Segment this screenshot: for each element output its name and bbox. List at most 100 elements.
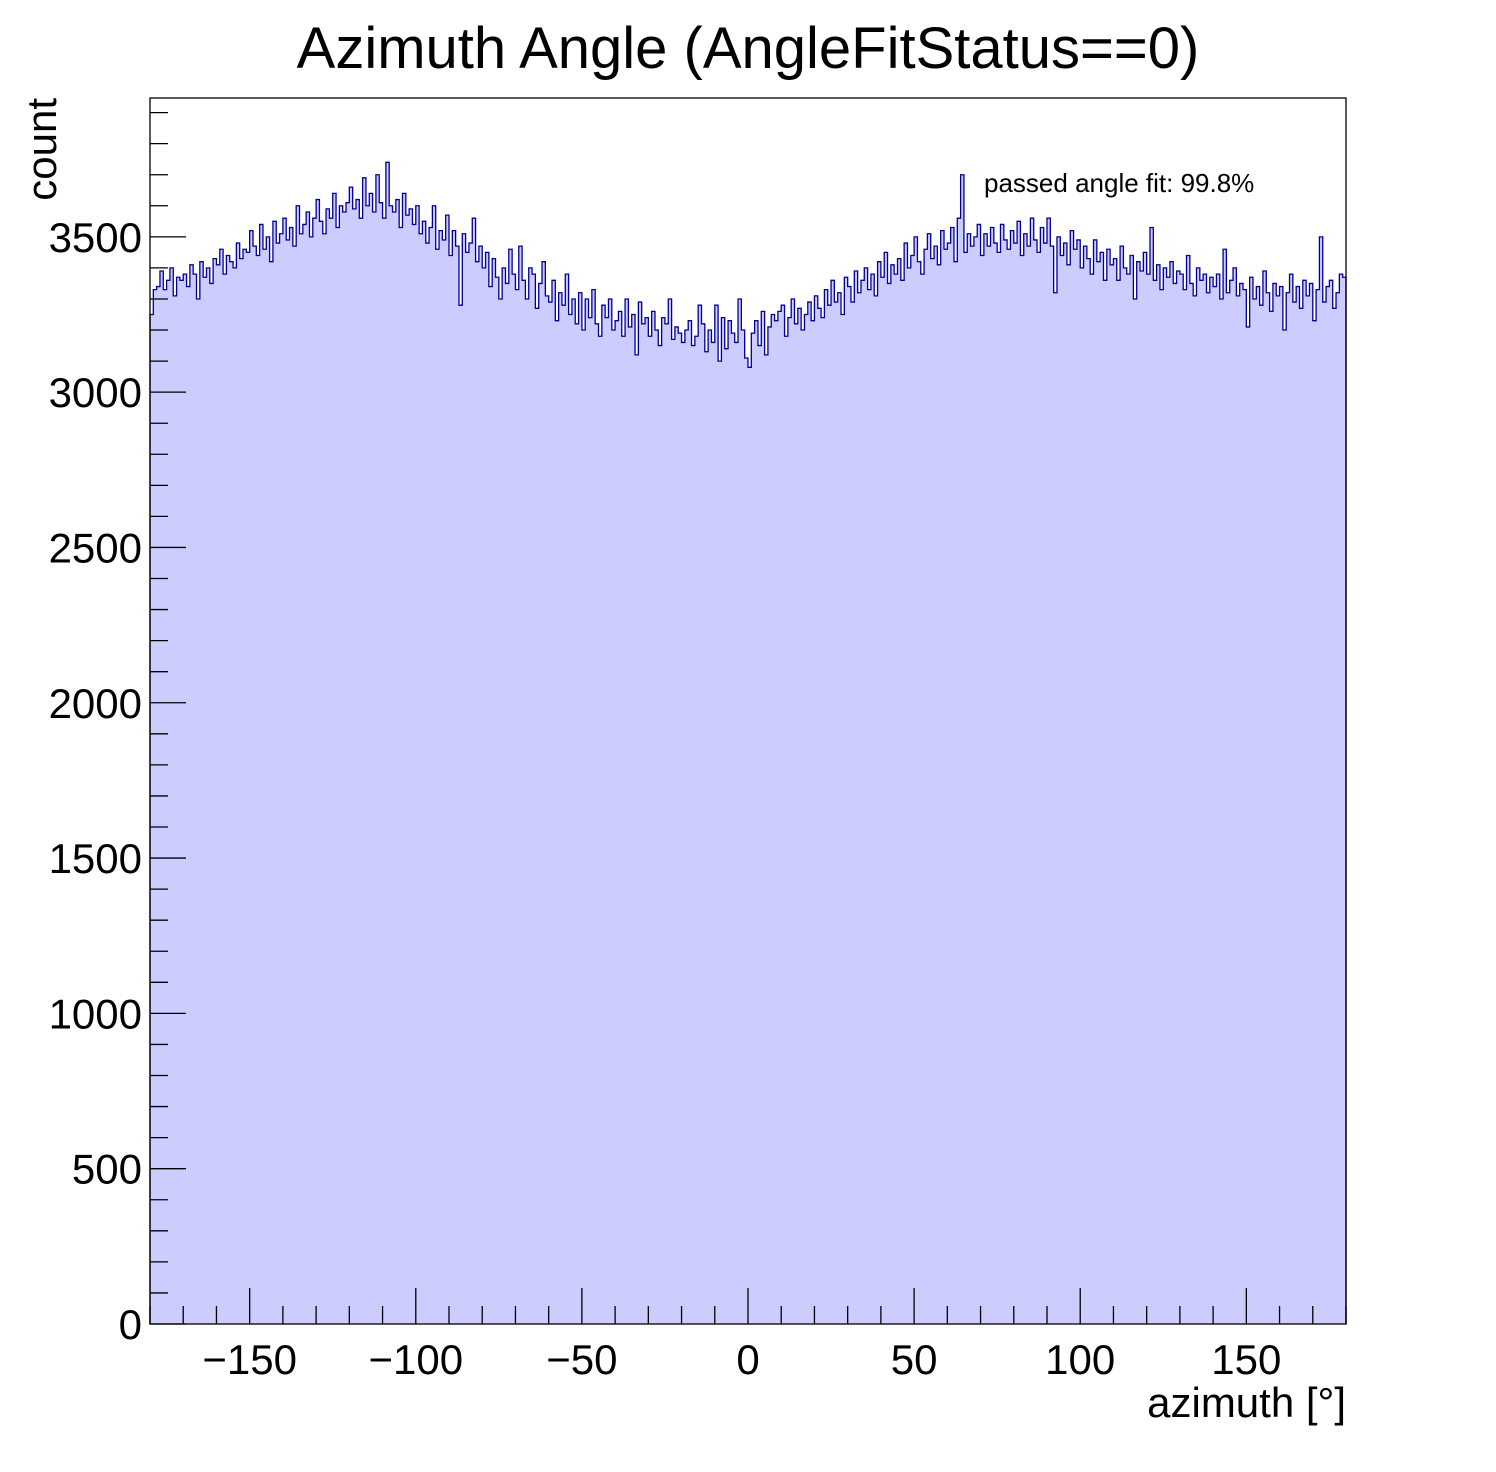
x-tick-label: 0 [736, 1336, 759, 1383]
histogram-bin [372, 211, 376, 1324]
histogram-bin [983, 233, 988, 1325]
histogram-bin [1033, 239, 1038, 1324]
histogram-bin [897, 258, 901, 1325]
histogram-bin [1203, 274, 1207, 1324]
histogram-bin [412, 224, 416, 1325]
histogram-bin [272, 221, 277, 1324]
histogram-bin [1153, 280, 1157, 1324]
histogram-bin [645, 317, 649, 1325]
histogram-bin [615, 320, 619, 1324]
histogram-bin [395, 199, 400, 1325]
histogram-bin [787, 317, 792, 1325]
histogram-bin [864, 267, 868, 1325]
histogram-bin [920, 274, 925, 1324]
histogram-bin [568, 314, 572, 1324]
histogram-bin [1163, 267, 1167, 1325]
histogram-bin [1286, 292, 1290, 1325]
histogram-bin [1269, 311, 1273, 1324]
histogram-bin [957, 218, 961, 1324]
histogram-bin [1326, 286, 1330, 1324]
histogram-bin [947, 243, 951, 1325]
histogram-bin [811, 320, 815, 1324]
histogram-bin [482, 267, 486, 1325]
histogram-bin [299, 233, 303, 1325]
histogram-bin [1199, 280, 1204, 1324]
histogram-bin [850, 302, 855, 1325]
histogram-bin [199, 261, 204, 1324]
histogram-bin [425, 243, 430, 1325]
histogram-bin [701, 323, 705, 1324]
histogram-bin [880, 277, 885, 1324]
histogram-bin [1056, 236, 1061, 1324]
histogram-bin [492, 258, 496, 1325]
histogram-bin [1143, 252, 1147, 1324]
histogram-bin [1186, 255, 1190, 1324]
histogram-bin [1017, 221, 1021, 1324]
histogram-bin [1276, 295, 1280, 1324]
histogram-bin [907, 267, 911, 1325]
histogram-bin [1183, 289, 1187, 1324]
histogram-bin [1106, 249, 1111, 1325]
histogram-bin [236, 243, 240, 1325]
histogram-bin [887, 283, 891, 1325]
histogram-bin [226, 255, 230, 1324]
histogram-bin [289, 227, 293, 1324]
histogram-bin [588, 317, 592, 1325]
histogram-bin [173, 295, 177, 1324]
histogram-bin [681, 342, 685, 1324]
histogram-bin [332, 193, 337, 1324]
histogram-bin [611, 330, 616, 1324]
histogram-bin [731, 333, 735, 1324]
histogram-bin [449, 255, 453, 1324]
histogram-bin [525, 298, 529, 1325]
histogram-bin [1126, 274, 1131, 1324]
histogram-bin [1140, 271, 1144, 1324]
histogram-bin [1003, 239, 1008, 1324]
histogram-bin [1146, 274, 1150, 1324]
histogram-bin [382, 218, 386, 1324]
histogram-bin [1259, 305, 1263, 1324]
histogram-bin [1342, 277, 1346, 1324]
histogram-bin [904, 243, 908, 1325]
histogram-bin [166, 280, 170, 1324]
histogram-bin [631, 314, 636, 1324]
x-tick-label: 100 [1045, 1336, 1115, 1383]
histogram-bin [206, 267, 210, 1325]
histogram-bin [857, 292, 861, 1325]
histogram-bin [578, 292, 582, 1325]
histogram-bin [1213, 286, 1217, 1324]
histogram-bin [595, 323, 599, 1324]
histogram-bin [698, 305, 702, 1324]
histogram-bin [807, 302, 812, 1325]
histogram-bin [1296, 286, 1300, 1324]
histogram-bin [621, 336, 626, 1325]
histogram-bin [362, 177, 366, 1324]
histogram-bin [561, 305, 566, 1324]
histogram-bin [980, 255, 984, 1324]
chart-title: Azimuth Angle (AngleFitStatus==0) [297, 16, 1200, 81]
histogram-bin [1159, 289, 1164, 1324]
histogram-bin [229, 261, 234, 1324]
histogram-bin [993, 243, 998, 1325]
histogram-bin [967, 233, 971, 1325]
histogram-bin [814, 295, 818, 1324]
histogram-bin [910, 255, 915, 1324]
histogram-bin [581, 330, 586, 1324]
histogram-bin [219, 249, 224, 1325]
histogram-bin [608, 298, 612, 1325]
histogram-bin [1176, 271, 1180, 1324]
histogram-bin [316, 199, 320, 1325]
histogram-bin [960, 174, 964, 1325]
histogram-bin [355, 199, 360, 1325]
histogram-bin [1189, 283, 1194, 1325]
histogram-bin [601, 305, 606, 1324]
histogram-bin [512, 274, 516, 1324]
histogram-bin [203, 277, 207, 1324]
histogram-bin [854, 271, 858, 1324]
histogram-bin [266, 236, 270, 1324]
histogram-bin [618, 311, 622, 1324]
histogram-bin [917, 261, 921, 1324]
histogram-bin [674, 326, 679, 1325]
histogram-bin [1040, 227, 1044, 1324]
histogram-bin [777, 311, 782, 1324]
